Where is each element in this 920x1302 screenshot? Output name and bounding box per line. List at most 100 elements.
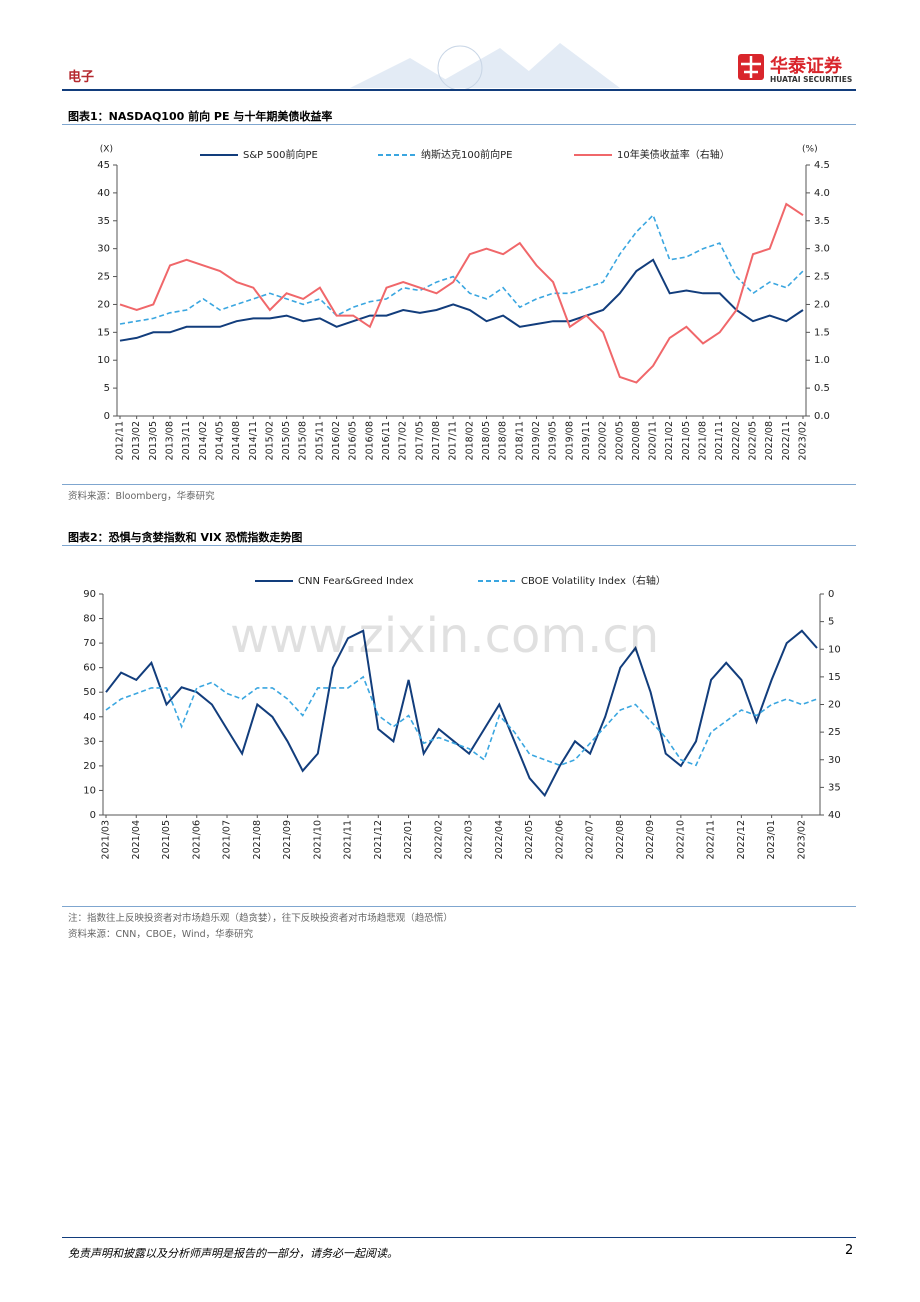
y-tick-label: 5 bbox=[104, 383, 110, 394]
y-tick-label: 15 bbox=[97, 327, 110, 338]
decor-globe bbox=[437, 45, 483, 90]
legend-label: S&P 500前向PE bbox=[243, 148, 318, 161]
y-tick-label: 10 bbox=[83, 785, 96, 796]
y-tick-label: 70 bbox=[83, 638, 96, 649]
series-line bbox=[119, 213, 804, 325]
x-tick-label: 2023/02 bbox=[798, 421, 809, 460]
x-tick-label: 2022/08 bbox=[764, 421, 775, 460]
y-tick-label: 10 bbox=[97, 355, 110, 366]
x-tick-label: 2018/11 bbox=[514, 421, 525, 460]
y2-tick-label: 10 bbox=[828, 644, 841, 655]
x-tick-label: 2018/08 bbox=[498, 421, 509, 460]
x-tick-label: 2016/08 bbox=[364, 421, 375, 460]
legend-label: CNN Fear&Greed Index bbox=[298, 576, 414, 587]
y-tick-label: 25 bbox=[97, 272, 110, 283]
y2-tick-label: 0.5 bbox=[814, 383, 830, 394]
x-tick-label: 2015/02 bbox=[264, 421, 275, 460]
x-tick-label: 2022/03 bbox=[464, 820, 475, 859]
x-tick-label: 2019/08 bbox=[564, 421, 575, 460]
y2-unit: (%) bbox=[802, 145, 818, 155]
x-tick-label: 2016/02 bbox=[331, 421, 342, 460]
y-tick-label: 20 bbox=[97, 299, 110, 310]
x-tick-label: 2021/04 bbox=[131, 820, 142, 859]
x-tick-label: 2021/08 bbox=[252, 820, 263, 859]
x-tick-label: 2019/05 bbox=[548, 421, 559, 460]
rule bbox=[62, 906, 856, 907]
x-tick-label: 2021/09 bbox=[282, 820, 293, 859]
legend-label: 10年美债收益率（右轴） bbox=[617, 148, 730, 161]
footer-disclaimer: 免责声明和披露以及分析师声明是报告的一部分，请务必一起阅读。 bbox=[68, 1247, 398, 1260]
x-tick-label: 2013/02 bbox=[131, 421, 142, 460]
x-tick-label: 2022/12 bbox=[736, 820, 747, 859]
x-tick-label: 2020/05 bbox=[614, 421, 625, 460]
series-line bbox=[105, 629, 818, 798]
x-tick-label: 2022/02 bbox=[433, 820, 444, 859]
y-tick-label: 0 bbox=[90, 810, 96, 821]
y-tick-label: 35 bbox=[97, 216, 110, 227]
figure-source: 资料来源：Bloomberg，华泰研究 bbox=[68, 491, 215, 502]
x-tick-label: 2015/05 bbox=[281, 421, 292, 460]
x-tick-label: 2017/02 bbox=[398, 421, 409, 460]
x-tick-label: 2013/05 bbox=[148, 421, 159, 460]
header-decoration bbox=[350, 43, 620, 90]
y-tick-label: 40 bbox=[97, 188, 110, 199]
x-tick-label: 2021/05 bbox=[681, 421, 692, 460]
x-tick-label: 2015/08 bbox=[298, 421, 309, 460]
series-line bbox=[105, 675, 818, 767]
x-tick-label: 2021/03 bbox=[101, 820, 112, 859]
y-tick-label: 40 bbox=[83, 712, 96, 723]
rule bbox=[62, 545, 856, 546]
y-tick-label: 30 bbox=[83, 736, 96, 747]
x-tick-label: 2021/11 bbox=[343, 820, 354, 859]
charts: 0 5 10 15 20 25 30 35 40 45 0.0 0.5 1.0 1.5 2.0 2.5 3.0 3… bbox=[83, 145, 841, 860]
legend-label: CBOE Volatility Index（右轴） bbox=[521, 574, 666, 587]
y-tick-label: 80 bbox=[83, 614, 96, 625]
x-tick-label: 2023/02 bbox=[796, 820, 807, 859]
x-tick-label: 2016/11 bbox=[381, 421, 392, 460]
x-tick-label: 2017/11 bbox=[448, 421, 459, 460]
y-tick-label: 90 bbox=[83, 589, 96, 600]
y-tick-label: 45 bbox=[97, 160, 110, 171]
x-tick-label: 2022/11 bbox=[706, 820, 717, 859]
y2-tick-label: 4.5 bbox=[814, 160, 830, 171]
x-tick-label: 2021/05 bbox=[161, 820, 172, 859]
figure-source: 资料来源：CNN，CBOE，Wind，华泰研究 bbox=[68, 929, 254, 940]
y2-tick-label: 15 bbox=[828, 672, 841, 683]
rule bbox=[62, 484, 856, 485]
y2-tick-label: 25 bbox=[828, 727, 841, 738]
series-line bbox=[119, 258, 804, 342]
x-tick-label: 2022/08 bbox=[615, 820, 626, 859]
x-tick-label: 2019/11 bbox=[581, 421, 592, 460]
y2-tick-label: 2.5 bbox=[814, 272, 830, 283]
footer-rule bbox=[62, 1237, 856, 1238]
y2-tick-label: 35 bbox=[828, 782, 841, 793]
y2-tick-label: 0.0 bbox=[814, 411, 830, 422]
logo-icon bbox=[738, 54, 764, 80]
x-tick-label: 2014/08 bbox=[231, 421, 242, 460]
x-tick-label: 2017/05 bbox=[414, 421, 425, 460]
x-tick-label: 2021/08 bbox=[698, 421, 709, 460]
x-tick-label: 2016/05 bbox=[348, 421, 359, 460]
y2-tick-label: 3.5 bbox=[814, 216, 830, 227]
x-tick-label: 2022/06 bbox=[554, 820, 565, 859]
y2-tick-label: 1.0 bbox=[814, 355, 830, 366]
y2-tick-label: 30 bbox=[828, 755, 841, 766]
x-tick-label: 2022/10 bbox=[675, 820, 686, 859]
y-tick-label: 30 bbox=[97, 244, 110, 255]
x-tick-label: 2012/11 bbox=[115, 421, 126, 460]
x-tick-label: 2021/02 bbox=[664, 421, 675, 460]
y-unit: (X) bbox=[100, 145, 113, 155]
x-tick-label: 2022/04 bbox=[494, 820, 505, 859]
x-tick-label: 2022/05 bbox=[748, 421, 759, 460]
y2-tick-label: 20 bbox=[828, 700, 841, 711]
page-number: 2 bbox=[845, 1243, 854, 1258]
x-tick-label: 2014/05 bbox=[214, 421, 225, 460]
x-tick-label: 2022/01 bbox=[403, 820, 414, 859]
x-tick-label: 2013/11 bbox=[181, 421, 192, 460]
y2-tick-label: 0 bbox=[828, 589, 834, 600]
logo-mark bbox=[741, 56, 761, 78]
x-tick-label: 2014/11 bbox=[248, 421, 259, 460]
y-tick-label: 20 bbox=[83, 761, 96, 772]
logo-text: 华泰证券 bbox=[770, 56, 842, 77]
